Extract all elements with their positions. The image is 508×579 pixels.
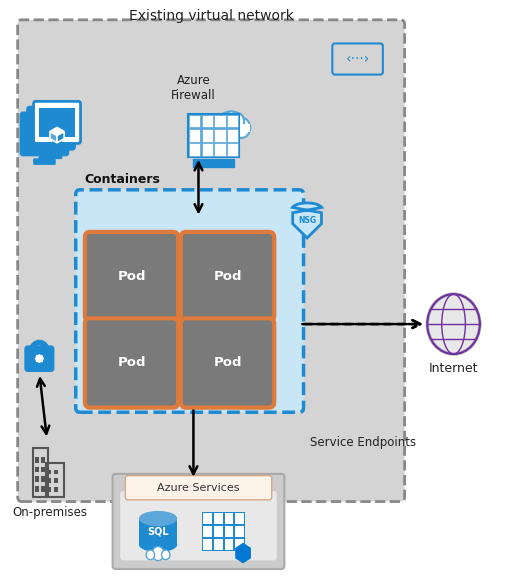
- FancyBboxPatch shape: [25, 346, 54, 371]
- FancyBboxPatch shape: [34, 159, 55, 164]
- Bar: [214, 513, 223, 524]
- Polygon shape: [50, 131, 57, 143]
- Polygon shape: [57, 131, 64, 143]
- FancyBboxPatch shape: [227, 129, 238, 142]
- Bar: [35, 457, 39, 463]
- Bar: [225, 539, 234, 550]
- Text: Pod: Pod: [117, 357, 146, 369]
- Bar: [236, 539, 244, 550]
- FancyBboxPatch shape: [27, 107, 75, 149]
- Circle shape: [152, 547, 164, 560]
- Bar: [214, 526, 223, 537]
- Bar: [35, 486, 39, 492]
- FancyBboxPatch shape: [113, 474, 284, 569]
- Circle shape: [427, 294, 480, 354]
- Bar: [225, 526, 234, 537]
- FancyBboxPatch shape: [120, 491, 277, 560]
- Text: Pod: Pod: [213, 357, 242, 369]
- Bar: [236, 526, 244, 537]
- Bar: [41, 467, 45, 472]
- Bar: [203, 526, 212, 537]
- FancyBboxPatch shape: [40, 153, 61, 159]
- FancyBboxPatch shape: [181, 232, 274, 321]
- Bar: [203, 539, 212, 550]
- Bar: [48, 470, 51, 474]
- FancyBboxPatch shape: [227, 115, 238, 127]
- FancyBboxPatch shape: [85, 318, 178, 408]
- Text: Existing virtual network: Existing virtual network: [129, 9, 294, 23]
- Bar: [48, 487, 51, 492]
- Polygon shape: [45, 147, 57, 156]
- Text: Azure
Firewall: Azure Firewall: [171, 74, 216, 102]
- Text: Containers: Containers: [85, 173, 161, 186]
- FancyBboxPatch shape: [21, 113, 68, 155]
- FancyBboxPatch shape: [39, 108, 75, 137]
- FancyBboxPatch shape: [214, 129, 226, 142]
- Text: On-premises: On-premises: [12, 505, 87, 519]
- Text: Azure Services: Azure Services: [157, 483, 240, 493]
- FancyBboxPatch shape: [189, 115, 200, 127]
- Bar: [41, 477, 45, 482]
- Text: Service Endpoints: Service Endpoints: [309, 436, 416, 449]
- Bar: [35, 467, 39, 472]
- Text: Internet: Internet: [429, 361, 479, 375]
- Circle shape: [218, 112, 234, 130]
- Circle shape: [146, 550, 154, 560]
- FancyBboxPatch shape: [194, 159, 234, 167]
- FancyBboxPatch shape: [214, 144, 226, 156]
- FancyBboxPatch shape: [139, 519, 177, 544]
- Polygon shape: [50, 127, 64, 135]
- FancyBboxPatch shape: [202, 115, 213, 127]
- Ellipse shape: [139, 537, 177, 552]
- Bar: [203, 513, 212, 524]
- Text: SQL: SQL: [147, 526, 169, 537]
- Bar: [214, 539, 223, 550]
- Bar: [41, 486, 45, 492]
- Text: Pod: Pod: [117, 270, 146, 283]
- Polygon shape: [235, 543, 251, 563]
- FancyBboxPatch shape: [181, 318, 274, 408]
- FancyBboxPatch shape: [188, 113, 239, 157]
- FancyBboxPatch shape: [18, 20, 404, 501]
- FancyBboxPatch shape: [34, 101, 81, 144]
- FancyBboxPatch shape: [202, 129, 213, 142]
- Polygon shape: [39, 153, 50, 162]
- FancyBboxPatch shape: [85, 232, 178, 321]
- Polygon shape: [293, 203, 322, 238]
- FancyBboxPatch shape: [214, 115, 226, 127]
- FancyBboxPatch shape: [227, 144, 238, 156]
- FancyBboxPatch shape: [189, 144, 200, 156]
- FancyBboxPatch shape: [202, 512, 245, 551]
- Circle shape: [229, 112, 244, 130]
- Bar: [48, 478, 51, 483]
- Ellipse shape: [139, 511, 177, 526]
- Text: Pod: Pod: [213, 270, 242, 283]
- FancyBboxPatch shape: [212, 124, 250, 131]
- Polygon shape: [51, 141, 63, 150]
- Bar: [54, 470, 57, 474]
- Circle shape: [212, 118, 230, 138]
- Text: ‹···›: ‹···›: [345, 52, 370, 66]
- Bar: [54, 487, 57, 492]
- FancyBboxPatch shape: [125, 475, 272, 500]
- Bar: [35, 477, 39, 482]
- FancyBboxPatch shape: [202, 144, 213, 156]
- Bar: [225, 513, 234, 524]
- FancyBboxPatch shape: [189, 129, 200, 142]
- FancyBboxPatch shape: [76, 190, 304, 412]
- Text: NSG: NSG: [298, 216, 316, 225]
- Bar: [41, 457, 45, 463]
- FancyBboxPatch shape: [46, 148, 68, 153]
- Circle shape: [219, 111, 243, 139]
- Circle shape: [162, 550, 170, 560]
- Bar: [236, 513, 244, 524]
- Circle shape: [233, 118, 250, 138]
- Bar: [54, 478, 57, 483]
